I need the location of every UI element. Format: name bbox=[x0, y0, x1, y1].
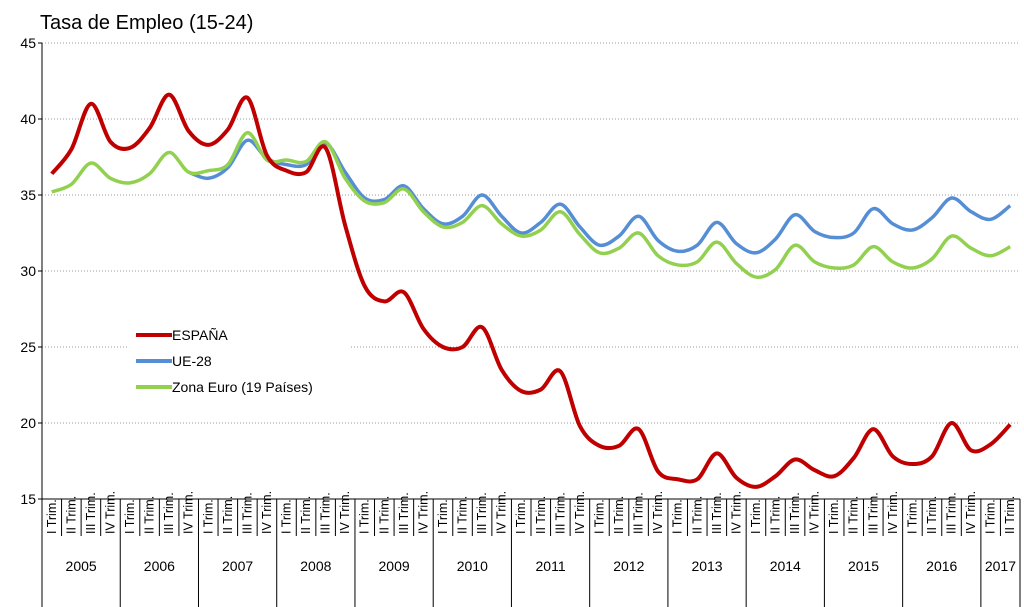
x-tick-label: I Trim. bbox=[827, 499, 841, 534]
x-tick-label: I Trim. bbox=[123, 499, 137, 534]
x-tick-label: IV Trim. bbox=[182, 491, 196, 534]
year-label: 2005 bbox=[66, 558, 97, 574]
y-tick-label: 30 bbox=[20, 263, 36, 279]
legend-label: Zona Euro (19 Países) bbox=[172, 379, 313, 395]
x-tick-label: IV Trim. bbox=[886, 491, 900, 534]
x-tick-label: III Trim. bbox=[319, 492, 333, 534]
y-tick-label: 25 bbox=[20, 339, 36, 355]
x-tick-label: III Trim. bbox=[240, 492, 254, 534]
year-label: 2010 bbox=[457, 558, 488, 574]
chart-title: Tasa de Empleo (15-24) bbox=[40, 12, 253, 34]
y-tick-label: 45 bbox=[20, 35, 36, 51]
x-tick-label: II Trim. bbox=[847, 496, 861, 534]
x-tick-label: I Trim. bbox=[749, 499, 763, 534]
x-tick-label: IV Trim. bbox=[103, 491, 117, 534]
x-tick-label: II Trim. bbox=[377, 496, 391, 534]
x-tick-label: I Trim. bbox=[984, 499, 998, 534]
x-tick-label: I Trim. bbox=[905, 499, 919, 534]
x-tick-label: I Trim. bbox=[671, 499, 685, 534]
x-tick-label: III Trim. bbox=[553, 492, 567, 534]
x-tick-label: III Trim. bbox=[788, 492, 802, 534]
y-tick-label: 20 bbox=[20, 415, 36, 431]
x-tick-label: III Trim. bbox=[84, 492, 98, 534]
x-tick-label: III Trim. bbox=[710, 492, 724, 534]
x-tick-label: IV Trim. bbox=[729, 491, 743, 534]
legend-label: UE-28 bbox=[172, 353, 212, 369]
x-tick-label: III Trim. bbox=[397, 492, 411, 534]
x-tick-label: I Trim. bbox=[45, 499, 59, 534]
x-tick-label: III Trim. bbox=[945, 492, 959, 534]
x-tick-label: IV Trim. bbox=[964, 491, 978, 534]
x-tick-label: II Trim. bbox=[1003, 496, 1017, 534]
x-tick-label: I Trim. bbox=[358, 499, 372, 534]
x-tick-label: II Trim. bbox=[221, 496, 235, 534]
x-tick-label: IV Trim. bbox=[651, 491, 665, 534]
year-label: 2011 bbox=[536, 558, 566, 574]
year-label: 2006 bbox=[144, 558, 175, 574]
x-tick-label: III Trim. bbox=[632, 492, 646, 534]
legend-label: ESPAÑA bbox=[172, 327, 228, 343]
year-label: 2015 bbox=[848, 558, 879, 574]
x-tick-label: II Trim. bbox=[612, 496, 626, 534]
y-tick-label: 15 bbox=[20, 491, 36, 507]
year-label: 2009 bbox=[379, 558, 410, 574]
x-tick-label: I Trim. bbox=[280, 499, 294, 534]
x-tick-label: IV Trim. bbox=[573, 491, 587, 534]
series-line bbox=[50, 92, 1012, 489]
year-label: 2007 bbox=[222, 558, 253, 574]
x-tick-label: II Trim. bbox=[925, 496, 939, 534]
x-tick-label: I Trim. bbox=[514, 499, 528, 534]
x-tick-label: II Trim. bbox=[299, 496, 313, 534]
year-label: 2016 bbox=[926, 558, 957, 574]
x-tick-label: IV Trim. bbox=[338, 491, 352, 534]
x-tick-label: IV Trim. bbox=[495, 491, 509, 534]
x-tick-label: III Trim. bbox=[866, 492, 880, 534]
series-line bbox=[51, 130, 1012, 280]
y-tick-label: 40 bbox=[20, 111, 36, 127]
x-tick-label: II Trim. bbox=[456, 496, 470, 534]
x-tick-label: IV Trim. bbox=[808, 491, 822, 534]
x-tick-label: II Trim. bbox=[534, 496, 548, 534]
x-tick-label: II Trim. bbox=[690, 496, 704, 534]
x-tick-label: II Trim. bbox=[143, 496, 157, 534]
year-label: 2008 bbox=[300, 558, 331, 574]
x-tick-label: IV Trim. bbox=[260, 491, 274, 534]
x-tick-label: III Trim. bbox=[475, 492, 489, 534]
year-label: 2013 bbox=[691, 558, 722, 574]
x-tick-label: I Trim. bbox=[436, 499, 450, 534]
y-tick-label: 35 bbox=[20, 187, 36, 203]
x-tick-label: III Trim. bbox=[162, 492, 176, 534]
x-tick-label: I Trim. bbox=[201, 499, 215, 534]
year-label: 2014 bbox=[770, 558, 801, 574]
x-tick-label: II Trim. bbox=[769, 496, 783, 534]
x-tick-label: IV Trim. bbox=[416, 491, 430, 534]
year-label: 2017 bbox=[985, 558, 1016, 574]
x-tick-label: I Trim. bbox=[592, 499, 606, 534]
x-tick-label: II Trim. bbox=[64, 496, 78, 534]
year-label: 2012 bbox=[613, 558, 644, 574]
